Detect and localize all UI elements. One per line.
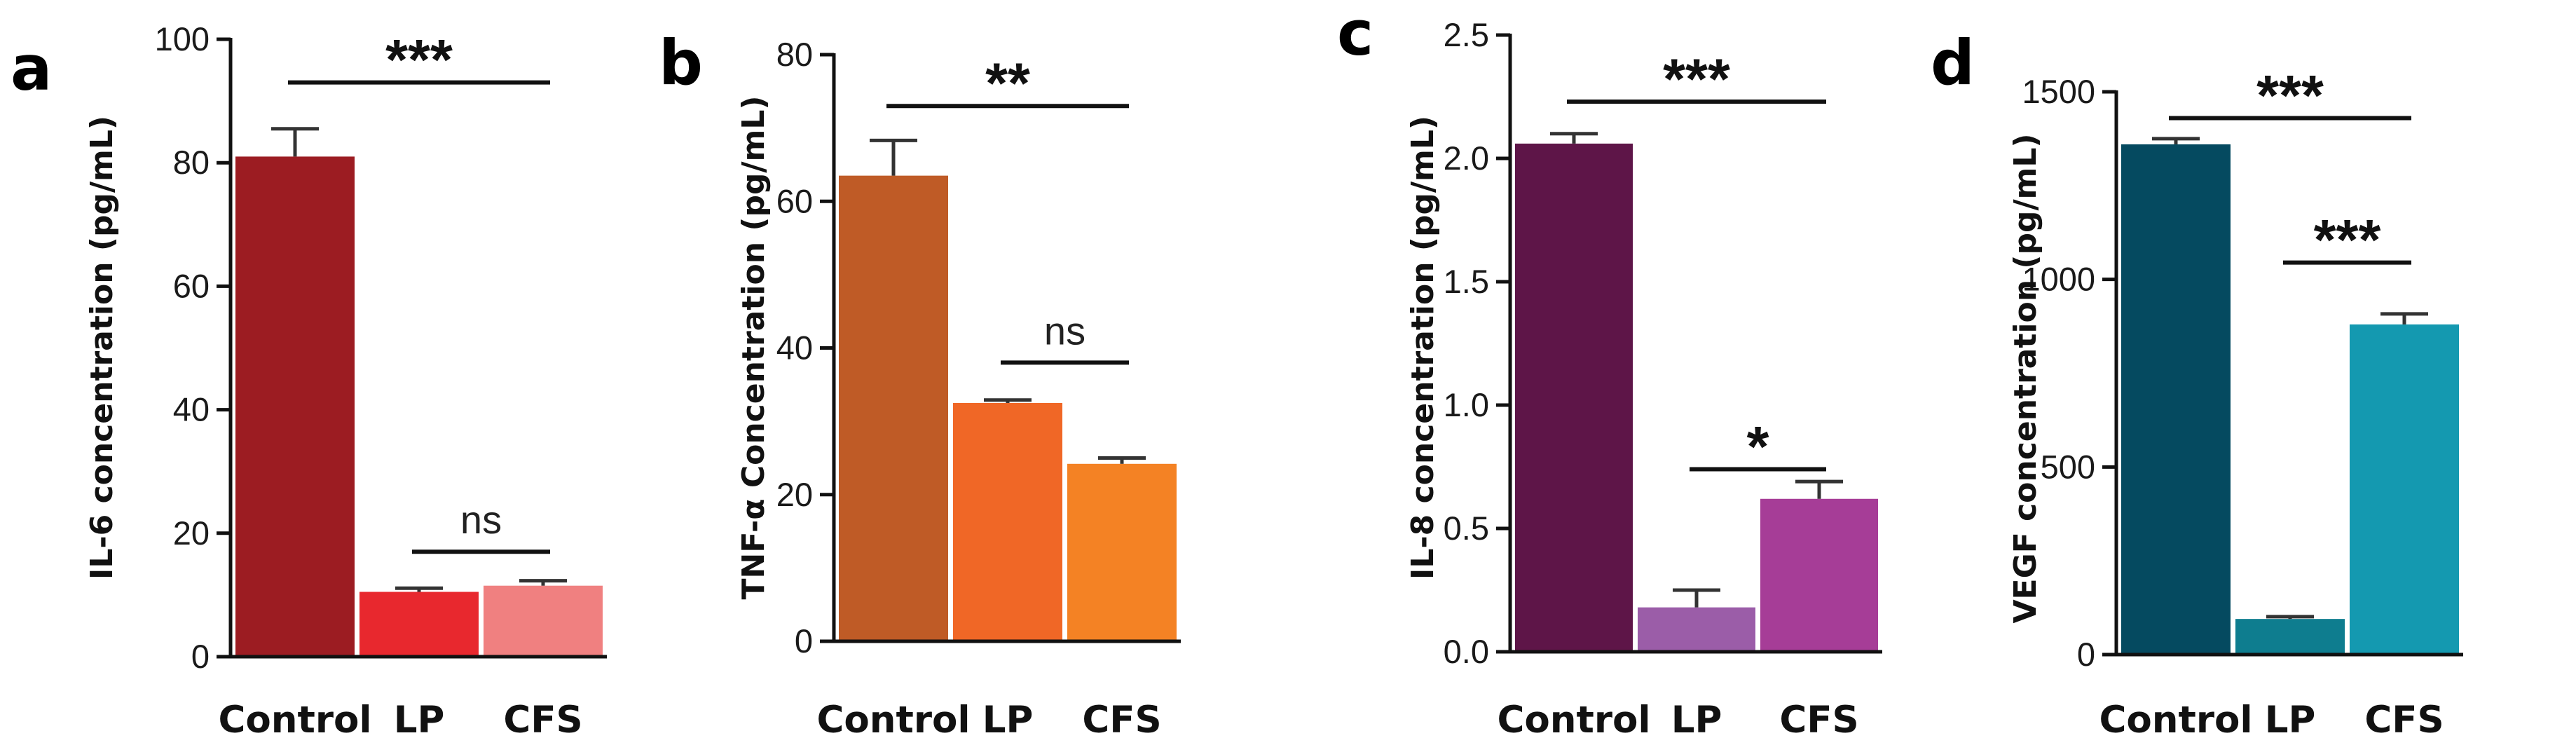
- error-bar-b-control: [870, 138, 917, 176]
- bar-c-lp: [1638, 607, 1755, 652]
- y-tick-label-b-1: 20: [776, 476, 813, 513]
- bar-d-lp: [2235, 619, 2345, 655]
- bar-b-lp: [953, 402, 1062, 641]
- panel-letter-d: d: [1931, 27, 1975, 99]
- category-label-d-cfs: CFS: [2364, 699, 2444, 741]
- y-tick-label-b-0: 0: [795, 622, 813, 659]
- category-label-d-lp: LP: [2265, 699, 2316, 741]
- y-tick-label-a-4: 80: [173, 144, 210, 181]
- significance-label-d-1: ***: [2314, 209, 2381, 273]
- y-tick-label-d-0: 0: [2077, 636, 2095, 673]
- category-label-a-cfs: CFS: [503, 699, 582, 741]
- panel-letter-b: b: [659, 27, 703, 99]
- y-axis-title-c: IL-8 concentration (pg/mL): [1405, 116, 1441, 580]
- y-tick-label-d-3: 1500: [2022, 73, 2095, 110]
- y-tick-label-c-1: 0.5: [1444, 510, 1489, 547]
- error-bar-a-cfs: [519, 579, 567, 586]
- bar-b-cfs: [1067, 463, 1177, 641]
- bar-b-control: [839, 175, 948, 642]
- error-bar-a-control: [271, 127, 319, 157]
- significance-label-b-1: ns: [1044, 308, 1085, 353]
- panel-letter-c: c: [1337, 0, 1373, 69]
- error-bar-a-lp: [395, 586, 443, 592]
- bar-a-control: [235, 156, 355, 657]
- bar-d-control: [2121, 144, 2231, 655]
- y-tick-label-a-5: 100: [155, 20, 210, 57]
- significance-label-b-0: **: [985, 52, 1030, 116]
- error-bar-c-lp: [1673, 588, 1720, 608]
- category-label-c-control: Control: [1497, 699, 1650, 741]
- error-bar-c-control: [1550, 132, 1598, 144]
- y-tick-label-a-1: 20: [173, 514, 210, 552]
- bar-a-lp: [359, 592, 479, 657]
- y-tick-label-c-0: 0.0: [1444, 633, 1489, 670]
- y-axis-title-a: IL-6 concentration (pg/mL): [84, 116, 120, 580]
- category-label-b-control: Control: [816, 699, 970, 741]
- bar-d-cfs: [2350, 324, 2459, 655]
- y-tick-label-c-2: 1.0: [1444, 386, 1489, 423]
- bar-a-cfs: [484, 585, 603, 657]
- category-label-c-lp: LP: [1671, 699, 1722, 741]
- category-label-a-control: Control: [218, 699, 371, 741]
- y-axis-title-b: TNF-α Concentration (pg/mL): [736, 95, 772, 599]
- error-bar-d-cfs: [2380, 312, 2428, 324]
- panel-letter-a: a: [11, 32, 52, 104]
- y-tick-label-a-0: 0: [191, 638, 210, 675]
- category-label-b-cfs: CFS: [1082, 699, 1161, 741]
- significance-label-c-1: *: [1747, 416, 1769, 479]
- significance-label-a-0: ***: [385, 29, 453, 93]
- y-tick-label-b-2: 40: [776, 329, 813, 367]
- category-label-c-cfs: CFS: [1779, 699, 1858, 741]
- error-bar-d-lp: [2266, 615, 2314, 620]
- significance-label-a-1: ns: [460, 498, 502, 542]
- category-label-a-lp: LP: [394, 699, 445, 741]
- y-tick-label-b-3: 60: [776, 182, 813, 219]
- y-tick-label-c-3: 1.5: [1444, 263, 1489, 300]
- y-axis-title-d: VEGF concentration (pg/mL): [2008, 133, 2043, 623]
- y-tick-label-d-1: 500: [2041, 448, 2095, 485]
- category-label-b-lp: LP: [982, 699, 1034, 741]
- y-tick-label-c-4: 2.0: [1444, 139, 1489, 177]
- y-tick-label-c-5: 2.5: [1444, 16, 1489, 53]
- significance-label-c-0: ***: [1663, 48, 1730, 111]
- y-tick-label-b-4: 80: [776, 36, 813, 73]
- error-bar-b-lp: [984, 398, 1032, 403]
- y-tick-label-a-2: 40: [173, 391, 210, 428]
- y-tick-label-d-2: 1000: [2022, 261, 2095, 298]
- error-bar-d-control: [2152, 137, 2200, 144]
- significance-label-d-0: ***: [2256, 64, 2324, 128]
- error-bar-b-cfs: [1098, 456, 1146, 464]
- y-tick-label-a-3: 60: [173, 267, 210, 304]
- category-label-d-control: Control: [2099, 699, 2252, 741]
- bar-c-cfs: [1760, 498, 1878, 652]
- error-bar-c-cfs: [1795, 479, 1843, 499]
- bar-c-control: [1515, 143, 1633, 652]
